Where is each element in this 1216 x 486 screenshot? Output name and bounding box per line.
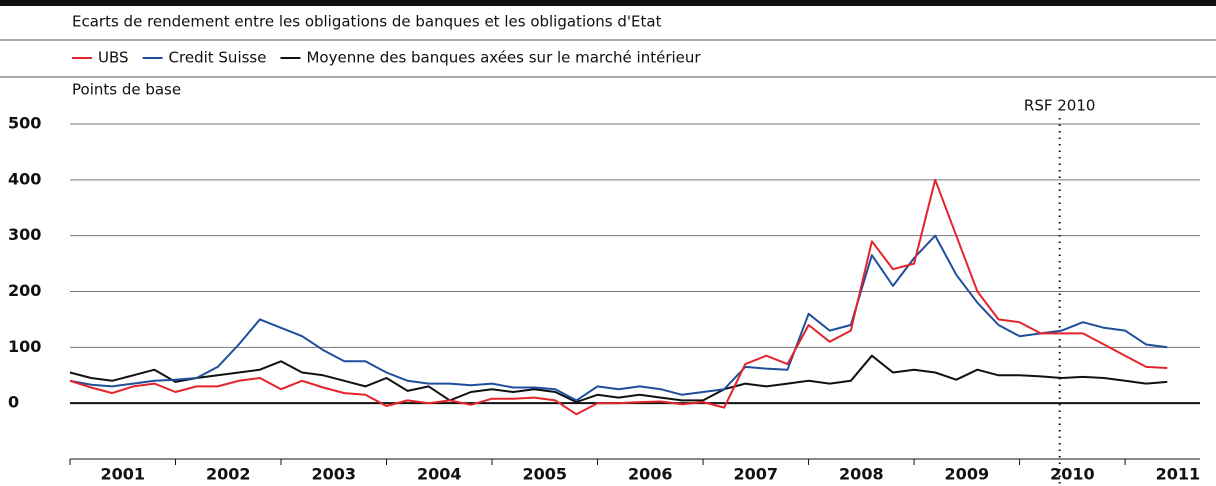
series-line (69, 354, 1168, 404)
y-tick-label: 300 (8, 225, 41, 244)
y-tick-label: 200 (8, 281, 41, 300)
x-tick-label: 2007 (734, 465, 779, 484)
x-tick-label: 2003 (312, 465, 357, 484)
y-tick-label: 0 (8, 393, 19, 412)
legend-label: UBS (98, 49, 129, 67)
y-tick-label: 500 (8, 114, 41, 133)
x-tick-label: 2004 (417, 465, 462, 484)
legend-label: Moyenne des banques axées sur le marché … (306, 49, 701, 67)
chart-title: Ecarts de rendement entre les obligation… (72, 13, 662, 31)
annotation-label: RSF 2010 (1024, 97, 1096, 115)
x-tick-label: 2002 (206, 465, 251, 484)
y-tick-label: 100 (8, 337, 41, 356)
x-tick-label: 2005 (523, 465, 568, 484)
x-tick-label: 2009 (945, 465, 990, 484)
legend-label: Credit Suisse (169, 49, 267, 67)
series-line (69, 178, 1168, 416)
x-tick-label: 2010 (1050, 465, 1095, 484)
x-tick-label: 2006 (628, 465, 673, 484)
x-tick-label: 2001 (100, 465, 145, 484)
top-bar (0, 0, 1216, 6)
y-axis-label: Points de base (72, 81, 181, 99)
x-tick-label: 2011 (1156, 465, 1201, 484)
x-tick-label: 2008 (839, 465, 884, 484)
y-tick-label: 400 (8, 169, 41, 188)
series-line (69, 234, 1168, 402)
